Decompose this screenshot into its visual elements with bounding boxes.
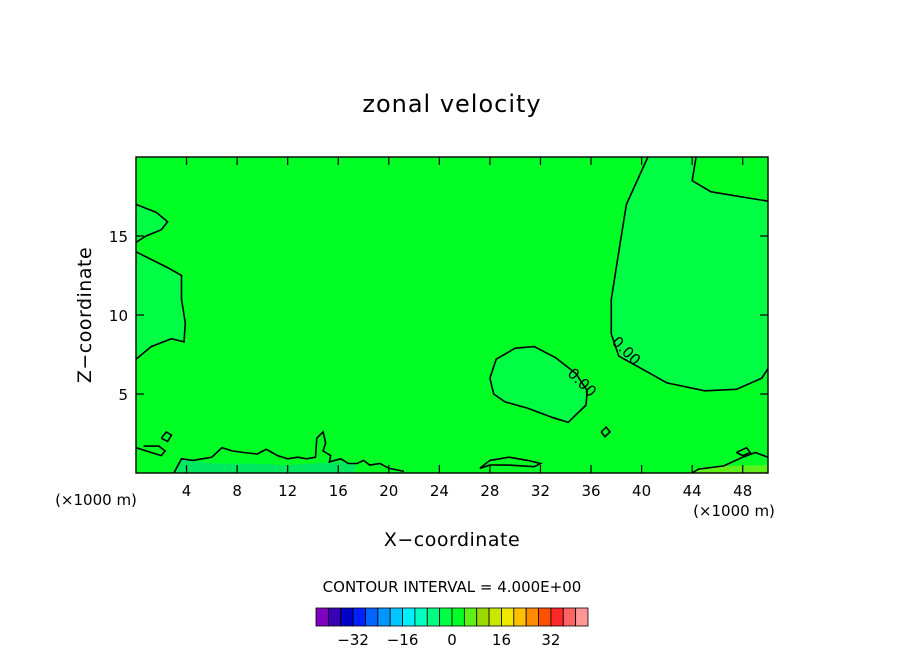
colorbar-tick-label: −32	[337, 631, 369, 649]
contour-region-left-middle-cell	[136, 251, 186, 360]
x-tick-label: 36	[581, 482, 600, 500]
colorbar: −32 −16 0 16 32	[315, 607, 589, 649]
contour-line-bottom-right	[691, 451, 769, 474]
contour-region-left-upper-cell	[136, 204, 168, 243]
colorbar-swatch	[426, 607, 441, 627]
regions-layer	[136, 157, 768, 473]
contour-line-bottom-right-loop	[736, 446, 752, 457]
x-tick-label: 8	[232, 482, 242, 500]
x-tick-label: 20	[379, 482, 398, 500]
colorbar-swatch	[451, 607, 465, 627]
x-tick-label: 44	[683, 482, 702, 500]
colorbar-swatch	[488, 607, 502, 627]
contour-line-small-loop-2	[160, 430, 173, 443]
contour-line-left-upper	[135, 203, 169, 243]
x-tick-label: 12	[278, 482, 297, 500]
colorbar-swatch	[414, 607, 428, 627]
colorbar-swatch	[513, 607, 527, 627]
x-axis-ticks: 4 8 12 16 20 24 28 32 36 40 44 48	[182, 157, 752, 500]
x-tick-label: 4	[182, 482, 192, 500]
contours-layer	[135, 156, 769, 474]
contour-line-left-middle	[135, 251, 187, 360]
x-tick-label: 16	[329, 482, 348, 500]
x-tick-label: 40	[632, 482, 651, 500]
contour-line-small-loop-37	[600, 426, 612, 438]
colorbar-tick-label: 16	[492, 631, 511, 649]
colorbar-tick-label: −16	[387, 631, 419, 649]
contour-line-upper-right-edge	[691, 156, 769, 202]
colorbar-swatch	[562, 607, 577, 627]
contour-line-bottom-mid	[479, 456, 543, 470]
colorbar-swatch	[352, 607, 366, 627]
colorbar-swatch	[377, 607, 391, 627]
colorbar-swatch	[365, 607, 379, 627]
chart-title: zonal velocity	[362, 90, 541, 118]
x-tick-label: 48	[733, 482, 752, 500]
colorbar-swatch	[538, 607, 552, 627]
contour-interval-text: CONTOUR INTERVAL = 4.000E+00	[323, 578, 582, 596]
x-tick-label: 28	[480, 482, 499, 500]
x-unit-label: (×1000 m)	[693, 502, 775, 520]
y-tick-label: 10	[109, 307, 128, 325]
contour-line-central	[489, 345, 588, 424]
y-axis-label: Z−coordinate	[74, 247, 96, 383]
colorbar-swatch	[402, 607, 416, 627]
contour-line-bottom-left-edge	[135, 445, 167, 457]
colorbar-swatch	[575, 607, 589, 627]
colorbar-tick-label: 32	[541, 631, 560, 649]
contour-line-bottom-wiggle	[173, 430, 405, 474]
contour-region-central-cell	[489, 346, 588, 423]
y-axis-ticks: 5 10 15	[109, 228, 768, 404]
colorbar-swatch	[463, 607, 478, 627]
colorbar-swatch	[340, 607, 354, 627]
colorbar-tick-label: 0	[447, 631, 457, 649]
plot-area: 0.000.00	[135, 156, 769, 474]
contour-region-bottom-right-band	[692, 465, 768, 473]
colorbar-swatch	[525, 607, 539, 627]
colorbar-swatch	[315, 607, 329, 627]
colorbar-swatch	[389, 607, 403, 627]
contour-region-bottom-left-band	[173, 458, 358, 473]
colorbar-swatch	[550, 607, 564, 627]
x-tick-label: 32	[531, 482, 550, 500]
colorbar-swatch	[327, 607, 342, 627]
y-tick-label: 15	[109, 228, 128, 246]
x-tick-label: 24	[430, 482, 449, 500]
contour-region-upper-right-cell	[611, 157, 768, 391]
z-unit-label: (×1000 m)	[55, 491, 137, 509]
colorbar-swatch	[501, 607, 515, 627]
x-axis-label: X−coordinate	[384, 529, 520, 551]
colorbar-swatch	[439, 607, 453, 627]
colorbar-swatch	[476, 607, 490, 627]
y-tick-label: 5	[118, 386, 128, 404]
contour-line-upper-right	[610, 156, 769, 392]
